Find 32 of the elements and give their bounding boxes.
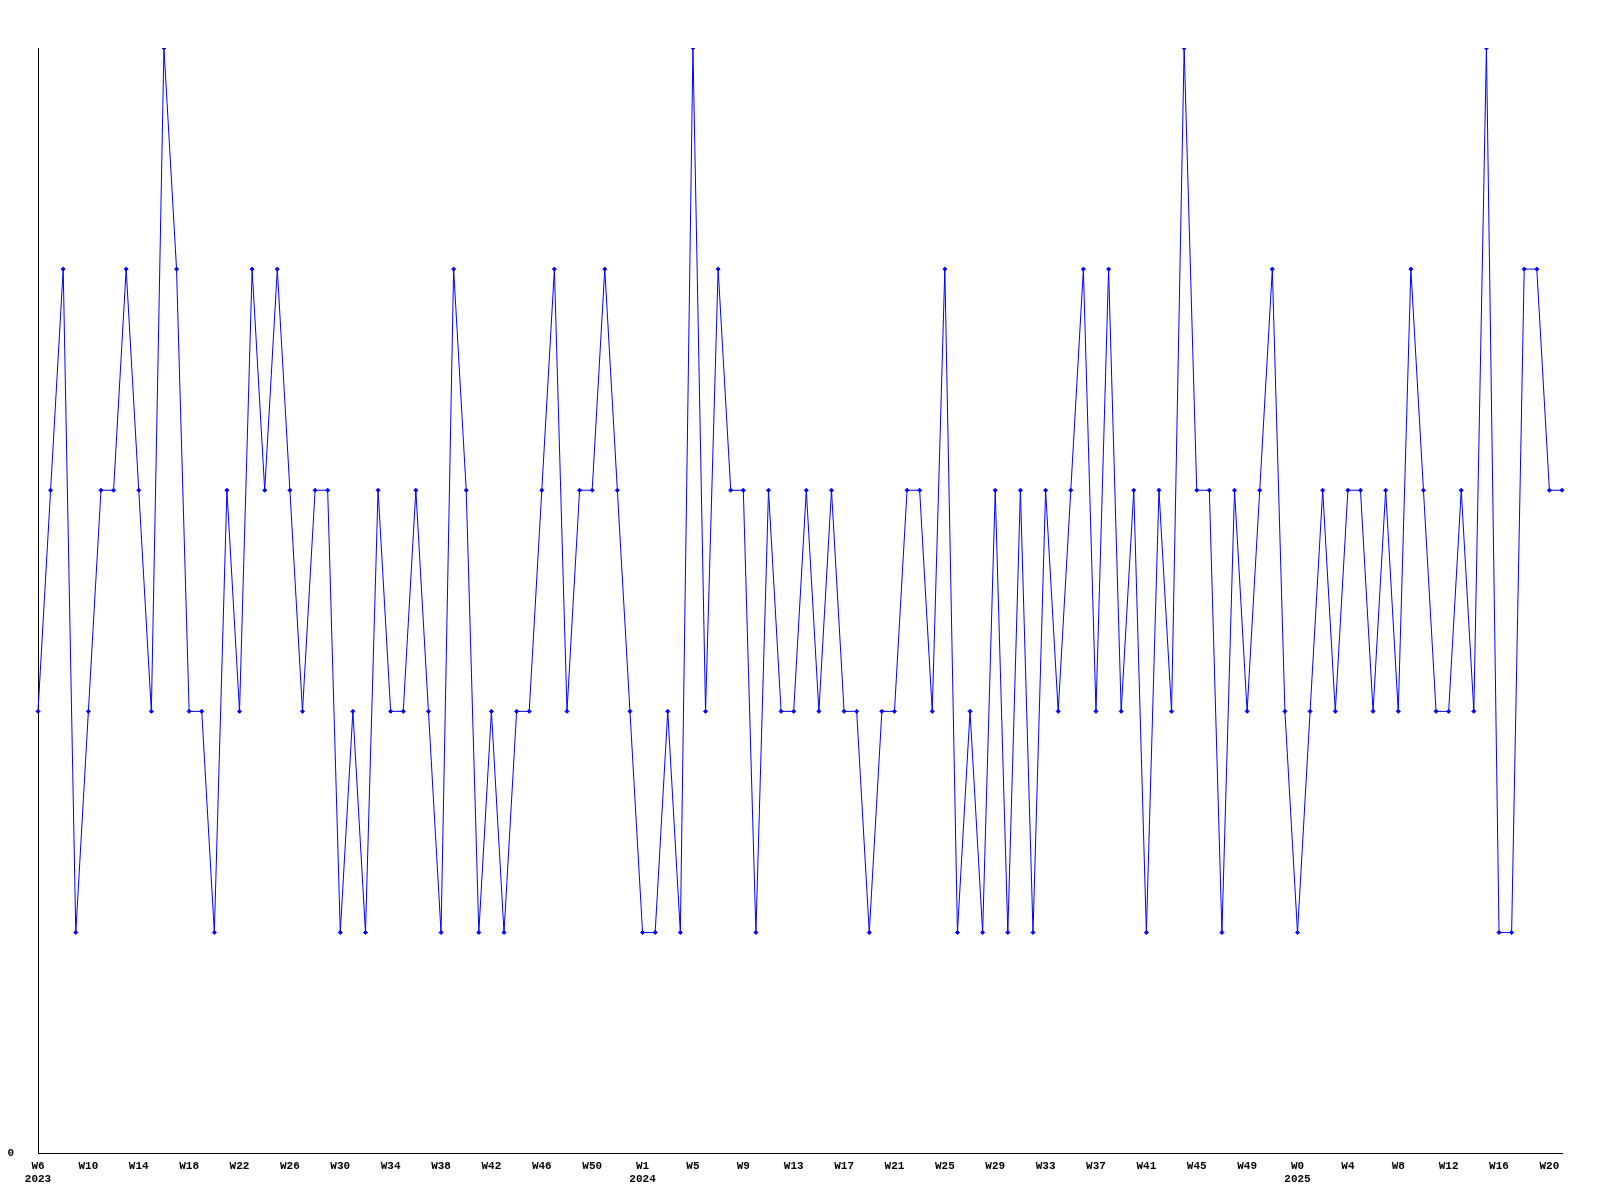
x-tick-label: W50	[582, 1159, 603, 1172]
x-tick-label: W37	[1086, 1159, 1106, 1172]
x-tick-label: W41	[1136, 1159, 1157, 1172]
x-tick-label: W22	[229, 1159, 250, 1172]
x-tick-label: W16	[1489, 1159, 1509, 1172]
x-tick-label: W13	[783, 1159, 804, 1172]
x-tick-label: W9	[736, 1159, 750, 1172]
x-tick-label: W10	[78, 1159, 99, 1172]
x-tick-label: W21	[884, 1159, 905, 1172]
x-tick-label: W18	[179, 1159, 200, 1172]
x-tick-label: W17	[834, 1159, 854, 1172]
x-tick-label: W4	[1341, 1159, 1355, 1172]
x-tick-label: W46	[531, 1159, 552, 1172]
x-tick-label: W5	[686, 1159, 700, 1172]
x-tick-label: W20	[1539, 1159, 1560, 1172]
x-tick-label: W34	[380, 1159, 401, 1172]
x-tick-label: W29	[985, 1159, 1006, 1172]
x-tick-label: W6 2023	[24, 1159, 52, 1186]
x-tick-label: W12	[1438, 1159, 1459, 1172]
text: 0	[7, 1147, 14, 1160]
x-tick-label: W45	[1186, 1159, 1208, 1172]
x-tick-label: W1 2024	[629, 1159, 657, 1186]
x-tick-label: W25	[934, 1159, 956, 1172]
x-tick-label: W42	[481, 1159, 502, 1172]
x-tick-label: W38	[431, 1159, 452, 1172]
x-tick-label: W8	[1391, 1159, 1406, 1172]
x-tick-label: W30	[330, 1159, 351, 1172]
x-tick-label: W49	[1237, 1159, 1258, 1172]
x-tick-label: W33	[1035, 1159, 1056, 1172]
x-tick-label: W26	[279, 1159, 300, 1172]
x-tick-label: W0 2025	[1284, 1159, 1312, 1186]
x-tick-label: W14	[128, 1159, 150, 1172]
